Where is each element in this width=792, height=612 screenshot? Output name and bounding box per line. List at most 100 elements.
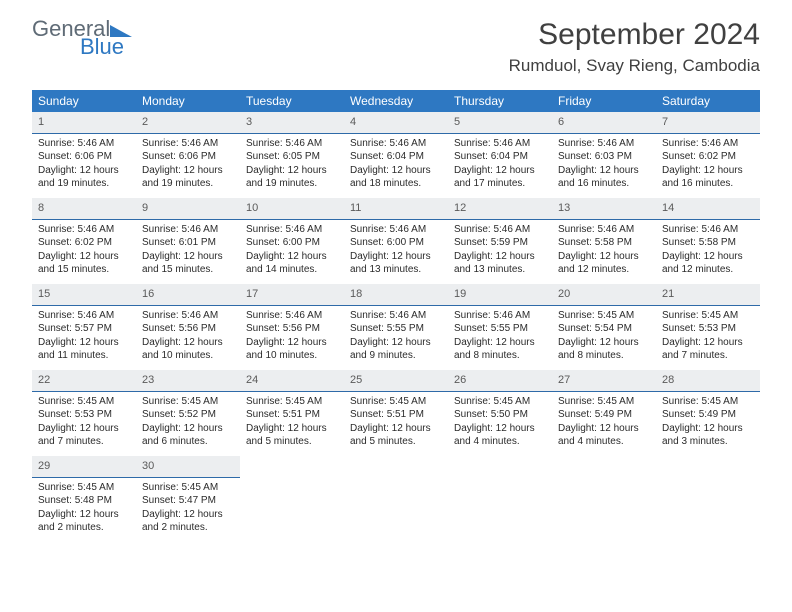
sunset-line: Sunset: 5:51 PM — [246, 408, 338, 422]
sunrise-line: Sunrise: 5:46 AM — [662, 223, 754, 237]
day-number: 8 — [32, 198, 136, 220]
calendar-day-cell: 29Sunrise: 5:45 AMSunset: 5:48 PMDayligh… — [32, 456, 136, 542]
day-content: Sunrise: 5:45 AMSunset: 5:49 PMDaylight:… — [656, 392, 760, 455]
logo-word-2: Blue — [80, 36, 132, 58]
calendar-day-cell: 9Sunrise: 5:46 AMSunset: 6:01 PMDaylight… — [136, 198, 240, 284]
daylight-line: Daylight: 12 hours and 10 minutes. — [246, 336, 338, 363]
daylight-line: Daylight: 12 hours and 19 minutes. — [142, 164, 234, 191]
sunset-line: Sunset: 6:03 PM — [558, 150, 650, 164]
calendar-day-cell: 15Sunrise: 5:46 AMSunset: 5:57 PMDayligh… — [32, 284, 136, 370]
calendar-day-cell — [448, 456, 552, 542]
sunrise-line: Sunrise: 5:46 AM — [350, 309, 442, 323]
daylight-line: Daylight: 12 hours and 4 minutes. — [558, 422, 650, 449]
calendar-day-cell: 4Sunrise: 5:46 AMSunset: 6:04 PMDaylight… — [344, 112, 448, 198]
daylight-line: Daylight: 12 hours and 2 minutes. — [142, 508, 234, 535]
sunrise-line: Sunrise: 5:46 AM — [454, 223, 546, 237]
location-subtitle: Rumduol, Svay Rieng, Cambodia — [509, 56, 760, 76]
calendar-day-cell: 5Sunrise: 5:46 AMSunset: 6:04 PMDaylight… — [448, 112, 552, 198]
sunrise-line: Sunrise: 5:46 AM — [38, 309, 130, 323]
sunset-line: Sunset: 6:04 PM — [350, 150, 442, 164]
day-number: 22 — [32, 370, 136, 392]
sunrise-line: Sunrise: 5:46 AM — [558, 137, 650, 151]
calendar-day-cell — [344, 456, 448, 542]
day-number: 15 — [32, 284, 136, 306]
calendar-day-cell — [240, 456, 344, 542]
calendar-day-cell — [656, 456, 760, 542]
day-content: Sunrise: 5:46 AMSunset: 6:06 PMDaylight:… — [136, 134, 240, 197]
daylight-line: Daylight: 12 hours and 13 minutes. — [454, 250, 546, 277]
calendar-day-cell: 18Sunrise: 5:46 AMSunset: 5:55 PMDayligh… — [344, 284, 448, 370]
calendar-day-cell: 24Sunrise: 5:45 AMSunset: 5:51 PMDayligh… — [240, 370, 344, 456]
sunrise-line: Sunrise: 5:45 AM — [38, 395, 130, 409]
day-content: Sunrise: 5:46 AMSunset: 5:56 PMDaylight:… — [240, 306, 344, 369]
day-content: Sunrise: 5:46 AMSunset: 5:55 PMDaylight:… — [344, 306, 448, 369]
daylight-line: Daylight: 12 hours and 9 minutes. — [350, 336, 442, 363]
day-number: 29 — [32, 456, 136, 478]
calendar-day-cell: 28Sunrise: 5:45 AMSunset: 5:49 PMDayligh… — [656, 370, 760, 456]
sunset-line: Sunset: 6:02 PM — [662, 150, 754, 164]
month-title: September 2024 — [509, 18, 760, 52]
daylight-line: Daylight: 12 hours and 15 minutes. — [38, 250, 130, 277]
sunset-line: Sunset: 5:55 PM — [350, 322, 442, 336]
day-content: Sunrise: 5:46 AMSunset: 6:01 PMDaylight:… — [136, 220, 240, 283]
day-content: Sunrise: 5:46 AMSunset: 6:03 PMDaylight:… — [552, 134, 656, 197]
day-number: 2 — [136, 112, 240, 134]
sunset-line: Sunset: 5:54 PM — [558, 322, 650, 336]
calendar-day-cell: 26Sunrise: 5:45 AMSunset: 5:50 PMDayligh… — [448, 370, 552, 456]
sunset-line: Sunset: 6:01 PM — [142, 236, 234, 250]
sunset-line: Sunset: 5:51 PM — [350, 408, 442, 422]
sunrise-line: Sunrise: 5:45 AM — [38, 481, 130, 495]
calendar-table: Sunday Monday Tuesday Wednesday Thursday… — [32, 90, 760, 542]
weekday-header: Tuesday — [240, 90, 344, 112]
calendar-day-cell: 3Sunrise: 5:46 AMSunset: 6:05 PMDaylight… — [240, 112, 344, 198]
sunset-line: Sunset: 5:48 PM — [38, 494, 130, 508]
sunset-line: Sunset: 5:50 PM — [454, 408, 546, 422]
daylight-line: Daylight: 12 hours and 3 minutes. — [662, 422, 754, 449]
sunrise-line: Sunrise: 5:45 AM — [142, 481, 234, 495]
daylight-line: Daylight: 12 hours and 7 minutes. — [662, 336, 754, 363]
day-number: 17 — [240, 284, 344, 306]
day-content: Sunrise: 5:46 AMSunset: 6:06 PMDaylight:… — [32, 134, 136, 197]
calendar-day-cell: 2Sunrise: 5:46 AMSunset: 6:06 PMDaylight… — [136, 112, 240, 198]
sunset-line: Sunset: 6:06 PM — [38, 150, 130, 164]
calendar-day-cell: 21Sunrise: 5:45 AMSunset: 5:53 PMDayligh… — [656, 284, 760, 370]
day-number: 24 — [240, 370, 344, 392]
sunset-line: Sunset: 6:00 PM — [350, 236, 442, 250]
day-number: 1 — [32, 112, 136, 134]
sunset-line: Sunset: 5:47 PM — [142, 494, 234, 508]
sunset-line: Sunset: 6:04 PM — [454, 150, 546, 164]
day-content: Sunrise: 5:46 AMSunset: 5:57 PMDaylight:… — [32, 306, 136, 369]
calendar-day-cell: 22Sunrise: 5:45 AMSunset: 5:53 PMDayligh… — [32, 370, 136, 456]
day-number: 6 — [552, 112, 656, 134]
day-number: 3 — [240, 112, 344, 134]
day-number: 10 — [240, 198, 344, 220]
day-number: 11 — [344, 198, 448, 220]
day-number: 18 — [344, 284, 448, 306]
day-content: Sunrise: 5:46 AMSunset: 5:55 PMDaylight:… — [448, 306, 552, 369]
daylight-line: Daylight: 12 hours and 6 minutes. — [142, 422, 234, 449]
sunrise-line: Sunrise: 5:45 AM — [350, 395, 442, 409]
day-content: Sunrise: 5:45 AMSunset: 5:54 PMDaylight:… — [552, 306, 656, 369]
sunrise-line: Sunrise: 5:46 AM — [38, 137, 130, 151]
day-content: Sunrise: 5:46 AMSunset: 6:00 PMDaylight:… — [240, 220, 344, 283]
daylight-line: Daylight: 12 hours and 17 minutes. — [454, 164, 546, 191]
daylight-line: Daylight: 12 hours and 7 minutes. — [38, 422, 130, 449]
daylight-line: Daylight: 12 hours and 19 minutes. — [38, 164, 130, 191]
daylight-line: Daylight: 12 hours and 5 minutes. — [350, 422, 442, 449]
day-content: Sunrise: 5:46 AMSunset: 5:58 PMDaylight:… — [552, 220, 656, 283]
daylight-line: Daylight: 12 hours and 14 minutes. — [246, 250, 338, 277]
daylight-line: Daylight: 12 hours and 15 minutes. — [142, 250, 234, 277]
sunrise-line: Sunrise: 5:46 AM — [38, 223, 130, 237]
sunrise-line: Sunrise: 5:45 AM — [662, 395, 754, 409]
sunrise-line: Sunrise: 5:46 AM — [454, 309, 546, 323]
sunrise-line: Sunrise: 5:45 AM — [662, 309, 754, 323]
sunrise-line: Sunrise: 5:46 AM — [454, 137, 546, 151]
calendar-day-cell: 6Sunrise: 5:46 AMSunset: 6:03 PMDaylight… — [552, 112, 656, 198]
sunrise-line: Sunrise: 5:46 AM — [662, 137, 754, 151]
day-number: 23 — [136, 370, 240, 392]
day-number: 21 — [656, 284, 760, 306]
calendar-day-cell: 20Sunrise: 5:45 AMSunset: 5:54 PMDayligh… — [552, 284, 656, 370]
sunrise-line: Sunrise: 5:46 AM — [142, 309, 234, 323]
day-content: Sunrise: 5:45 AMSunset: 5:49 PMDaylight:… — [552, 392, 656, 455]
calendar-day-cell: 25Sunrise: 5:45 AMSunset: 5:51 PMDayligh… — [344, 370, 448, 456]
